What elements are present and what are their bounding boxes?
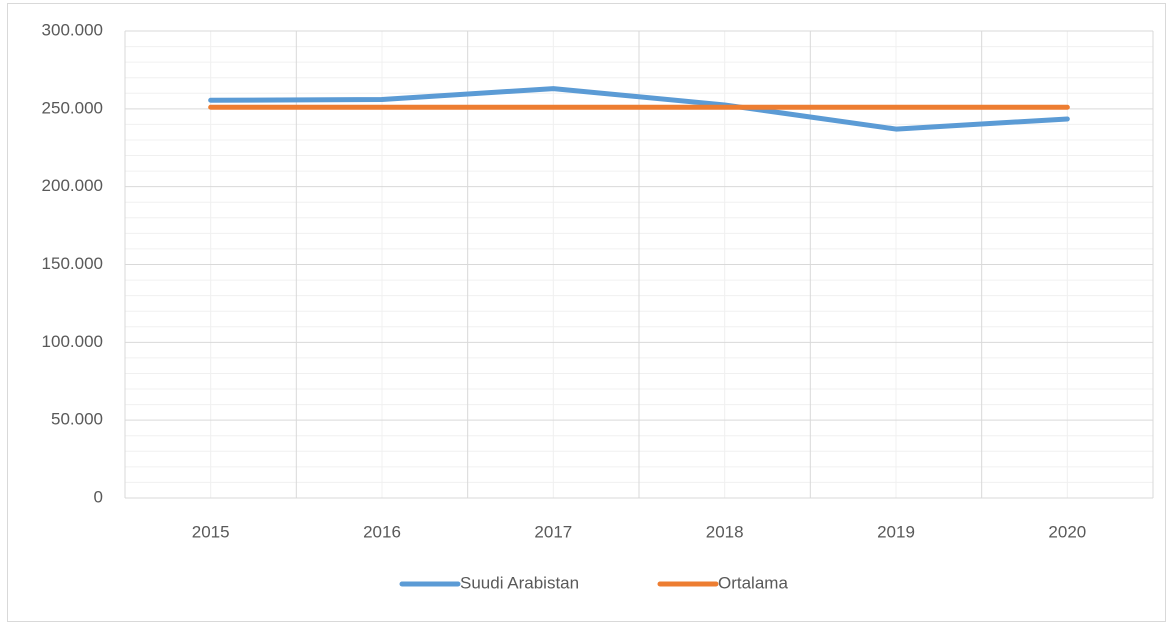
x-tick-label: 2017 xyxy=(534,522,572,541)
y-tick-label: 50.000 xyxy=(51,410,103,429)
data-line xyxy=(208,86,1070,132)
y-tick-label: 150.000 xyxy=(42,254,103,273)
x-tick-label: 2019 xyxy=(877,522,915,541)
x-tick-label: 2018 xyxy=(706,522,744,541)
y-tick-label: 100.000 xyxy=(42,332,103,351)
legend-label: Suudi Arabistan xyxy=(460,573,579,592)
legend-label: Ortalama xyxy=(718,573,788,592)
y-tick-label: 250.000 xyxy=(42,98,103,117)
y-tick-label: 300.000 xyxy=(42,20,103,39)
x-tick-label: 2016 xyxy=(363,522,401,541)
chart-border xyxy=(7,3,1166,622)
y-tick-label: 0 xyxy=(94,487,103,506)
x-tick-label: 2020 xyxy=(1048,522,1086,541)
y-tick-label: 200.000 xyxy=(42,176,103,195)
x-tick-label: 2015 xyxy=(192,522,230,541)
